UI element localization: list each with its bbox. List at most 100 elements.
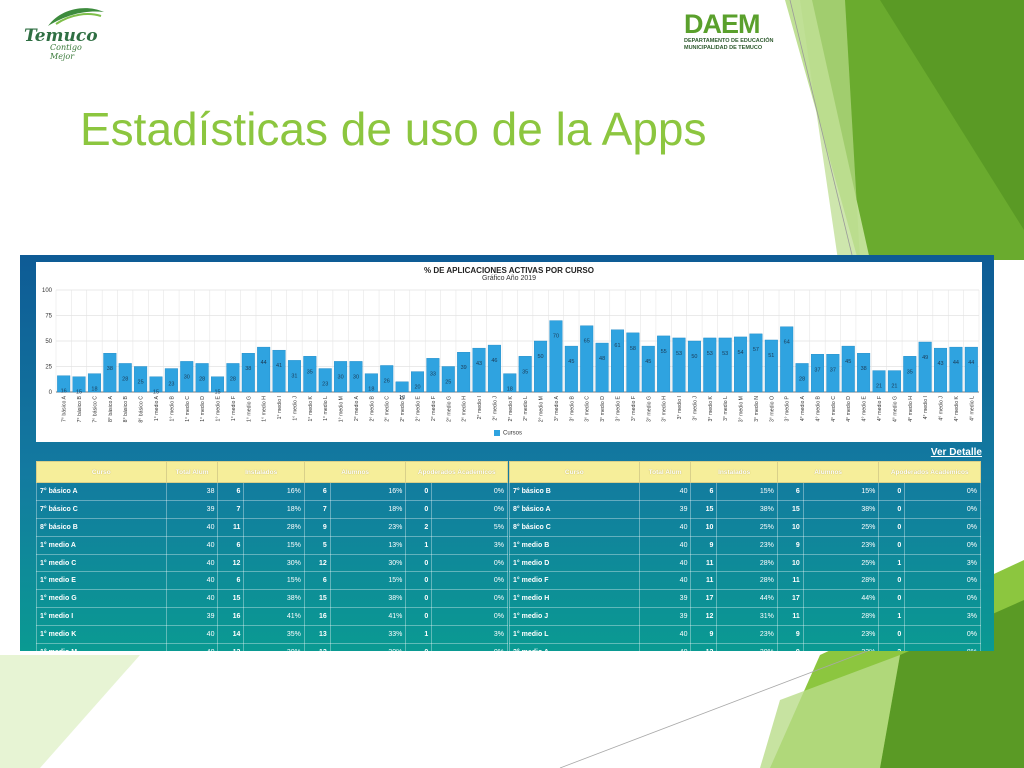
bar-value-label: 28 (199, 376, 205, 382)
bar (318, 368, 332, 393)
bar (241, 353, 255, 393)
value-cell: 40 (165, 571, 219, 591)
bar-value-label: 46 (491, 358, 497, 364)
value-cell: 40 (638, 535, 692, 555)
x-tick-label: 4° medio J (939, 396, 945, 421)
value-cell: 0 (878, 482, 906, 501)
table-row: 1° medio B 40 9 23% 9 23% 0 0% (509, 535, 981, 555)
bar-value-label: 51 (768, 353, 774, 359)
value-cell: 38% (802, 499, 880, 519)
bar-value-label: 44 (953, 360, 959, 366)
value-cell: 33% (329, 625, 407, 645)
value-cell: 2 (405, 517, 433, 537)
curso-cell: 1° medio L (509, 625, 640, 645)
value-cell: 38% (716, 499, 778, 519)
slide-title: Estadísticas de uso de la Apps (80, 103, 707, 155)
table-row: 7° básico A 38 6 16% 6 16% 0 0% (36, 482, 508, 501)
bar (72, 376, 86, 393)
value-cell: 41% (329, 607, 407, 627)
x-tick-label: 2° medio D (400, 396, 406, 422)
bar (503, 373, 517, 393)
value-cell: 5% (431, 517, 508, 537)
x-tick-label: 8° básico A (108, 395, 114, 422)
value-cell: 28% (716, 571, 778, 591)
stats-table-right: Curso Total Alum Instalados Alumnos Apoderad… (509, 461, 981, 651)
value-cell: 44% (802, 589, 880, 609)
bar-value-label: 48 (599, 356, 605, 362)
x-tick-label: 2° medio H (462, 396, 468, 422)
value-cell: 25% (716, 517, 778, 537)
legend-swatch (494, 430, 500, 436)
bar (472, 347, 486, 393)
value-cell: 39 (638, 607, 692, 627)
bar-value-label: 45 (845, 359, 851, 365)
bar (918, 341, 932, 393)
value-cell: 11 (776, 607, 804, 627)
bar-value-label: 10 (399, 395, 405, 401)
bar-value-label: 30 (338, 374, 344, 380)
value-cell: 0% (431, 589, 508, 609)
value-cell: 0 (405, 553, 433, 573)
x-tick-label: 3° medio M (739, 396, 745, 422)
value-cell: 7 (303, 499, 331, 519)
bar (349, 361, 363, 393)
bar-value-label: 25 (445, 380, 451, 386)
bar-value-label: 53 (707, 351, 713, 357)
column-header: Total Alum (165, 461, 219, 483)
bar-value-label: 25 (138, 380, 144, 386)
value-cell: 15% (716, 482, 778, 501)
x-tick-label: 3° medio K (708, 395, 714, 421)
value-cell: 23% (802, 643, 880, 651)
bar (810, 354, 824, 393)
table-row: 1° medio K 40 14 35% 13 33% 1 3% (36, 625, 508, 645)
value-cell: 15 (776, 499, 804, 519)
x-tick-label: 4° medio D (846, 396, 852, 422)
curso-cell: 7° básico A (36, 482, 167, 501)
value-cell: 7 (217, 499, 245, 519)
bar-value-label: 70 (553, 334, 559, 340)
bar (734, 336, 748, 393)
value-cell: 0 (878, 589, 906, 609)
bar-value-label: 18 (507, 387, 513, 393)
bar (749, 333, 763, 393)
bar (841, 345, 855, 393)
leaf-swoosh-icon (48, 8, 104, 26)
column-header: Instalados (217, 461, 305, 483)
bar (364, 373, 378, 393)
bar-value-label: 39 (461, 365, 467, 371)
value-cell: 9 (776, 625, 804, 645)
x-tick-label: 2° medio C (385, 396, 391, 422)
x-tick-label: 4° medio E (862, 395, 868, 421)
value-cell: 40 (165, 553, 219, 573)
bar-value-label: 58 (630, 346, 636, 352)
value-cell: 6 (303, 482, 331, 501)
bar (441, 366, 455, 393)
bar (257, 346, 271, 393)
x-tick-label: 2° medio M (539, 396, 545, 422)
value-cell: 31% (716, 607, 778, 627)
logo-left-main: Temuco (24, 26, 98, 46)
value-cell: 6 (776, 482, 804, 501)
bar-value-label: 61 (614, 343, 620, 349)
bar-value-label: 35 (907, 369, 913, 375)
ver-detalle-link[interactable]: Ver Detalle (930, 447, 982, 458)
x-tick-label: 3° medio F (631, 396, 637, 421)
x-tick-label: 7° básico B (77, 395, 83, 422)
value-cell: 13 (303, 625, 331, 645)
value-cell: 23% (329, 517, 407, 537)
value-cell: 1 (405, 625, 433, 645)
table-row: 1° medio G 40 15 38% 15 38% 0 0% (36, 589, 508, 609)
value-cell: 3% (431, 625, 508, 645)
x-tick-label: 3° medio A (554, 395, 560, 421)
x-tick-label: 4° medio B (815, 395, 821, 421)
value-cell: 12 (690, 643, 718, 651)
value-cell: 18% (243, 499, 305, 519)
value-cell: 41% (243, 607, 305, 627)
x-tick-label: 3° medio L (723, 396, 729, 421)
value-cell: 30% (243, 643, 305, 651)
bar (411, 371, 425, 393)
daem-logo: DAEM DEPARTAMENTO DE EDUCACIÓN MUNICIPAL… (684, 10, 784, 60)
bar-value-label: 38 (861, 366, 867, 372)
value-cell: 23% (716, 535, 778, 555)
